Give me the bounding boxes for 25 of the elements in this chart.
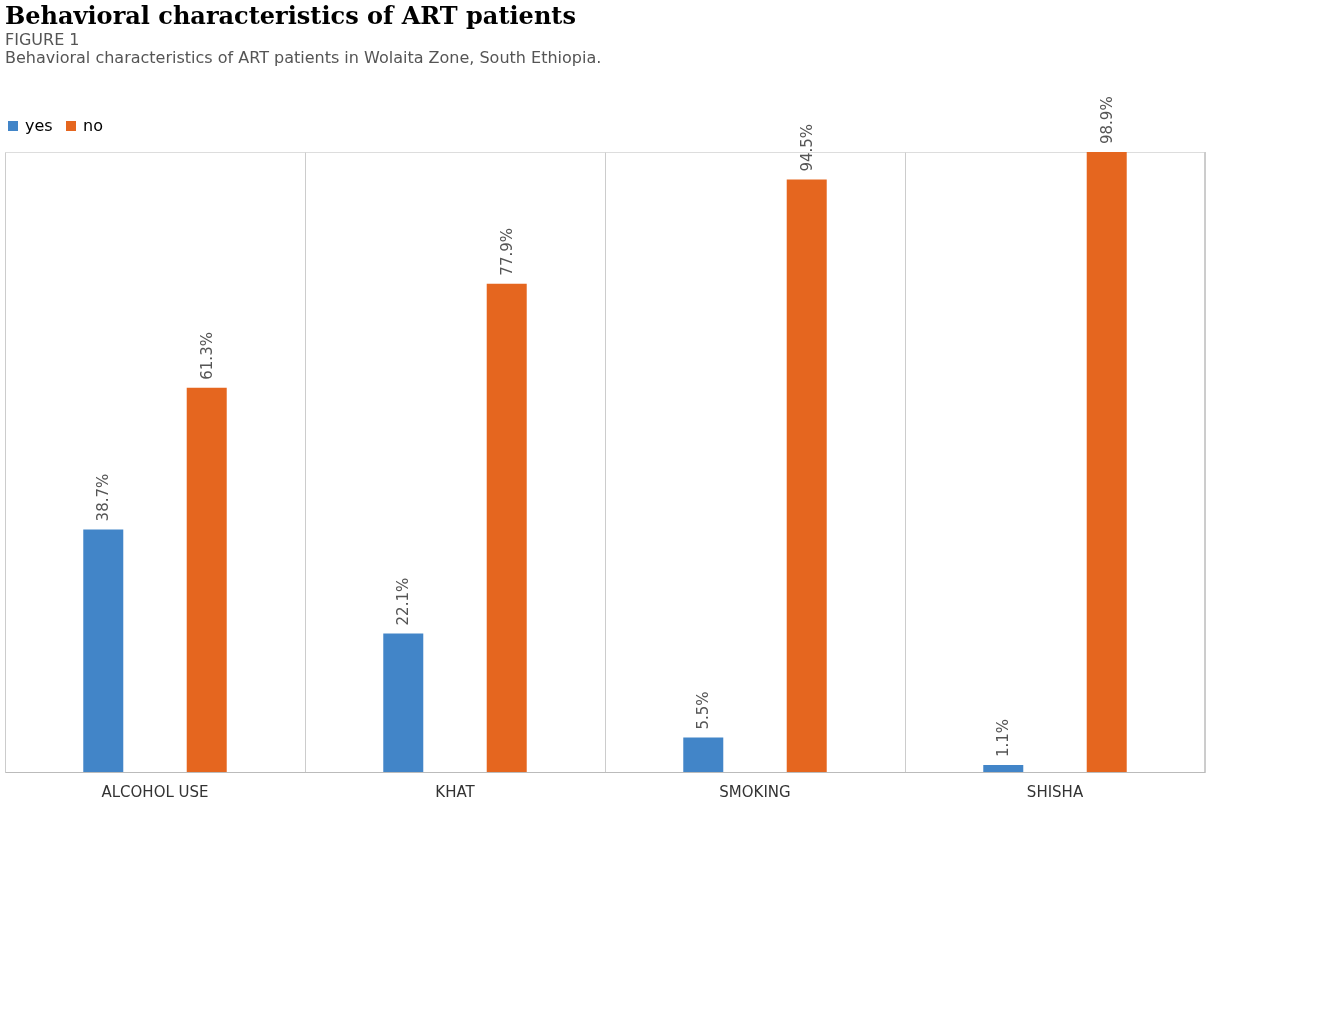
data-label: 94.5% [797,123,816,172]
bar [486,283,527,772]
caption: FIGURE 1 [5,30,80,50]
data-label: 22.1% [394,577,413,626]
bar [383,633,424,772]
data-label: 38.7% [94,473,113,522]
chart-title: Behavioral characteristics of ART patients [5,1,576,31]
bar [683,737,724,772]
bar [1086,152,1127,772]
data-label: 77.9% [497,227,516,276]
legend-label: no [83,116,103,135]
data-label: 98.9% [1097,96,1116,144]
x-tick-label: SMOKING [719,782,791,801]
bar [83,529,124,772]
bar [983,765,1024,772]
bar [186,387,227,772]
x-tick-label: ALCOHOL USE [101,782,209,801]
x-tick-label: KHAT [435,782,476,801]
legend-label: yes [25,116,53,135]
data-label: 1.1% [994,718,1013,758]
x-tick-label: SHISHA [1026,782,1084,801]
data-label: 5.5% [694,691,713,730]
data-label: 61.3% [197,332,216,380]
text: Behavioral characteristics of ART patients in Wolaita Zone, South Ethiopia. [5,48,602,68]
bar [786,179,827,772]
